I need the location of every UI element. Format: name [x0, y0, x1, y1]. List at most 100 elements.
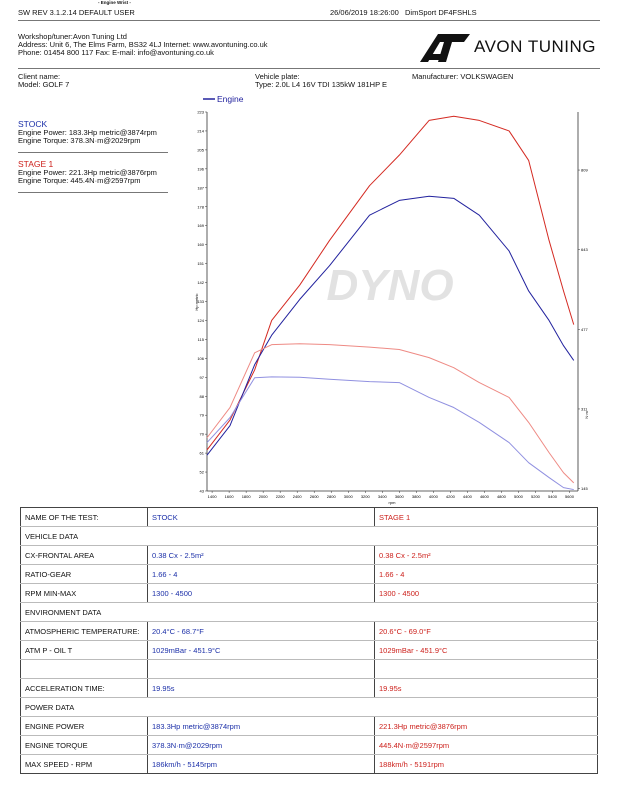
cell: 1029mBar - 451.9°C — [147, 640, 375, 660]
y2-tick-label: 145 — [581, 486, 588, 491]
y-axis-label: Hp metric — [194, 293, 199, 310]
legend-label: Engine — [217, 94, 244, 104]
x-tick-label: 4600 — [480, 494, 490, 499]
y2-tick-label: 643 — [581, 247, 588, 252]
series-line — [206, 195, 575, 456]
rule — [18, 152, 168, 153]
software: SW REV 3.1.2.14 DEFAULT USER — [18, 8, 135, 17]
y-tick-label: 178 — [197, 204, 204, 209]
watermark: DYNO — [326, 261, 453, 310]
y-tick-label: 124 — [197, 318, 204, 323]
series-line — [206, 115, 575, 451]
x-tick-label: 3800 — [412, 494, 422, 499]
y-tick-label: 115 — [198, 337, 205, 342]
results-table: NAME OF THE TEST: STOCK STAGE 1 VEHICLE DA… — [20, 507, 598, 774]
vehicle-type: Type: 2.0L L4 16V TDI 135kW 181HP E — [255, 80, 388, 89]
y-tick-label: 88 — [200, 394, 205, 399]
summary-power: Engine Power: 183.3Hp metric@3874rpm — [18, 128, 157, 137]
x-tick-label: 4400 — [463, 494, 473, 499]
cell: 1300 - 4500 — [147, 583, 375, 603]
cell: 1029mBar - 451.9°C — [374, 640, 598, 660]
x-tick-label: 5200 — [531, 494, 541, 499]
section: VEHICLE DATA — [20, 526, 598, 546]
cell: NAME OF THE TEST: — [20, 507, 148, 527]
cell: ATM P - OIL T — [20, 640, 148, 660]
summary-name: STAGE 1 — [18, 159, 54, 169]
y-tick-label: 205 — [197, 147, 204, 152]
workshop: Address: Unit 6, The Elms Farm, BS32 4LJ… — [18, 40, 268, 49]
x-tick-label: 4000 — [429, 494, 439, 499]
y-tick-label: 133 — [197, 299, 204, 304]
cell: ATMOSPHERIC TEMPERATURE: — [20, 621, 148, 641]
workshop: Phone: 01454 800 117 Fax: E-mail: info@a… — [18, 48, 214, 57]
section: POWER DATA — [20, 697, 598, 717]
cell: 378.3N·m@2029rpm — [147, 735, 375, 755]
y-tick-label: 61 — [200, 451, 205, 456]
cell: ACCELERATION TIME: — [20, 678, 148, 698]
logo-text: AVON TUNING — [474, 37, 596, 56]
cell: 20.4°C - 68.7°F — [147, 621, 375, 641]
y-tick-label: 169 — [197, 223, 204, 228]
summary-name: STOCK — [18, 119, 48, 129]
y-tick-label: 70 — [200, 432, 205, 437]
blank-cell — [374, 659, 598, 679]
cell: ENGINE TORQUE — [20, 735, 148, 755]
x-tick-label: 4200 — [446, 494, 456, 499]
cell: ENGINE POWER — [20, 716, 148, 736]
series-line — [206, 376, 574, 491]
summary-torque: Engine Torque: 378.3N·m@2029rpm — [18, 136, 141, 145]
y-tick-label: 106 — [197, 356, 204, 361]
x-tick-label: 2200 — [276, 494, 286, 499]
x-axis-label: rpm — [389, 500, 397, 505]
summary-power: Engine Power: 221.3Hp metric@3876rpm — [18, 168, 157, 177]
x-tick-label: 1600 — [225, 494, 235, 499]
cell: STOCK — [147, 507, 375, 527]
cell: 0.38 Cx - 2.5m² — [374, 545, 598, 565]
blank-cell — [20, 659, 148, 679]
y-tick-label: 142 — [197, 280, 204, 285]
rule — [18, 192, 168, 193]
cell: 188km/h - 5191rpm — [374, 754, 598, 774]
cell: 183.3Hp metric@3874rpm — [147, 716, 375, 736]
cell: 445.4N·m@2597rpm — [374, 735, 598, 755]
y-tick-label: 52 — [200, 470, 205, 475]
chart: DYNO Engine Hp metric N·m rpm 1400 1600 18… — [194, 94, 589, 505]
cell: 0.38 Cx - 2.5m² — [147, 545, 375, 565]
x-tick-label: 1400 — [208, 494, 218, 499]
y2-tick-label: 477 — [581, 327, 588, 332]
product: - Engine Wrist - — [98, 0, 131, 5]
x-tick-label: 3200 — [361, 494, 371, 499]
logo-mark — [420, 34, 470, 62]
x-tick-label: 2600 — [310, 494, 320, 499]
cell: 1.66 - 4 — [147, 564, 375, 584]
cell: 1.66 - 4 — [374, 564, 598, 584]
rule — [18, 68, 600, 69]
y-tick-label: 79 — [200, 413, 205, 418]
cell: 19.95s — [147, 678, 375, 698]
x-tick-label: 3400 — [378, 494, 388, 499]
x-tick-label: 2800 — [327, 494, 337, 499]
y-tick-label: 97 — [200, 375, 205, 380]
cell: 20.6°C - 69.0°F — [374, 621, 598, 641]
cell: 221.3Hp metric@3876rpm — [374, 716, 598, 736]
x-tick-label: 3000 — [344, 494, 354, 499]
y-tick-label: 151 — [197, 261, 204, 266]
y-tick-label: 196 — [197, 166, 204, 171]
blank-cell — [147, 659, 375, 679]
x-tick-label: 4800 — [497, 494, 507, 499]
cell: CX-FRONTAL AREA — [20, 545, 148, 565]
x-tick-label: 2000 — [259, 494, 269, 499]
y-tick-label: 223 — [197, 110, 204, 115]
y2-tick-label: 809 — [581, 168, 588, 173]
plate: Vehicle plate: — [255, 72, 300, 81]
x-tick-label: 2400 — [293, 494, 303, 499]
cell: STAGE 1 — [374, 507, 598, 527]
rule — [18, 20, 600, 21]
x-tick-label: 5600 — [565, 494, 575, 499]
series-line — [206, 343, 575, 484]
y-tick-label: 187 — [197, 185, 204, 190]
y2-axis-label: N·m — [584, 411, 589, 419]
y-tick-label: 160 — [197, 242, 204, 247]
summary-torque: Engine Torque: 445.4N·m@2597rpm — [18, 176, 141, 185]
